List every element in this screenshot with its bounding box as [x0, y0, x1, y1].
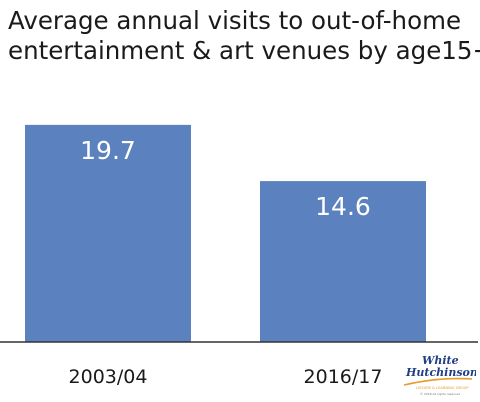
logo-line-1: White — [422, 354, 459, 367]
logo-copyright: © 2018 All rights reserved — [420, 392, 460, 396]
labels-group: 19.7 2003/04 14.6 2016/17 — [69, 136, 383, 388]
x-tick-label-2003-04: 2003/04 — [69, 366, 148, 388]
white-hutchinson-logo: White Hutchinson LEISURE & LEARNING GROU… — [403, 354, 476, 396]
logo-line-2: Hutchinson — [405, 366, 476, 379]
logo-swoosh — [403, 377, 473, 386]
logo-line-3: LEISURE & LEARNING GROUP — [416, 386, 469, 390]
chart-title: Average annual visits to out-of-home ent… — [8, 6, 480, 66]
bars-group — [25, 124, 426, 342]
data-label-2016-17: 14.6 — [315, 192, 371, 221]
chart-title-line-2: entertainment & art venues by age15+ — [8, 36, 480, 65]
data-label-2003-04: 19.7 — [80, 136, 136, 165]
chart-title-line-1: Average annual visits to out-of-home — [8, 6, 462, 35]
bar-2016-17 — [260, 181, 426, 342]
bar-2003-04 — [25, 124, 191, 342]
x-tick-label-2016-17: 2016/17 — [304, 366, 383, 388]
